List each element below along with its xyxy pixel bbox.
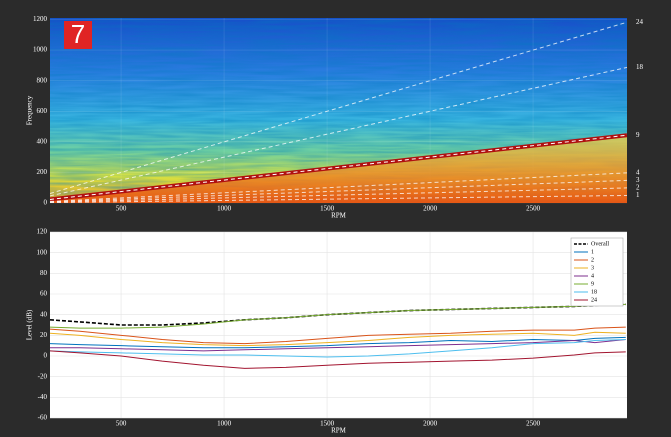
x-tick-label: 500: [116, 205, 127, 213]
x-tick-label: 2500: [526, 205, 541, 213]
x-tick-label: 1000: [217, 420, 232, 428]
x-tick-label: 2000: [423, 205, 438, 213]
x-tick-label: 1500: [320, 205, 335, 213]
order-line: [50, 66, 627, 197]
legend-label: 24: [591, 297, 597, 303]
legend-label: 9: [591, 281, 594, 287]
order-line: [50, 134, 627, 200]
legend-label: 2: [591, 257, 594, 263]
series-line: [49, 350, 626, 369]
series-line: [49, 338, 626, 358]
series-line: [49, 326, 626, 345]
series-line: [49, 336, 626, 349]
y-tick-label: 1000: [33, 46, 48, 54]
y-tick-label: 400: [37, 137, 48, 145]
y-tick-label: 40: [40, 310, 48, 318]
series-line: [49, 331, 626, 347]
x-tick-label: 2000: [423, 420, 438, 428]
y-axis-label: Frequency: [26, 95, 34, 125]
y-tick-label: 20: [40, 331, 48, 339]
legend-label: 1: [591, 249, 594, 255]
legend-label: Overall: [591, 241, 609, 247]
series-line: [50, 338, 626, 352]
order-line: [50, 194, 627, 203]
y-tick-label: -60: [38, 414, 48, 422]
order-label: 4: [636, 168, 640, 176]
y-tick-label: 800: [37, 76, 48, 84]
y-axis-label: Level (dB): [26, 309, 34, 340]
x-axis-label: RPM: [331, 212, 347, 220]
y-tick-label: 200: [37, 168, 48, 176]
order-line: [50, 21, 627, 194]
badge-label: 7: [71, 19, 85, 49]
x-tick-label: 2500: [526, 420, 541, 428]
order-label: 3: [636, 176, 640, 184]
y-tick-label: 60: [40, 290, 48, 298]
legend-label: 3: [591, 265, 594, 271]
series-line: [49, 303, 626, 329]
y-tick-label: 120: [37, 228, 48, 236]
y-tick-label: 600: [37, 107, 48, 115]
y-tick-label: -40: [38, 393, 48, 401]
legend-box: [570, 237, 624, 307]
legend-label: 4: [591, 273, 594, 279]
x-axis-label: RPM: [331, 427, 347, 435]
order-line: [50, 172, 627, 202]
order-label: 24: [636, 18, 644, 26]
badge: [64, 21, 92, 49]
y-tick-label: 0: [44, 352, 48, 360]
legend-label: 18: [591, 289, 597, 295]
y-tick-label: 80: [40, 269, 48, 277]
x-tick-label: 1000: [217, 205, 232, 213]
order-label: 18: [636, 63, 644, 71]
x-tick-label: 500: [116, 420, 127, 428]
order-label: 1: [636, 191, 640, 199]
y-tick-label: 100: [37, 248, 48, 256]
order-line: [50, 187, 627, 203]
order-line: [50, 179, 627, 203]
order-lines: [50, 21, 627, 203]
y-tick-label: 1200: [33, 15, 48, 23]
order-label: 2: [636, 184, 640, 192]
y-tick-label: 0: [44, 199, 48, 207]
y-tick-label: -20: [38, 372, 48, 380]
order-label: 9: [636, 131, 640, 139]
x-tick-label: 1500: [320, 420, 335, 428]
